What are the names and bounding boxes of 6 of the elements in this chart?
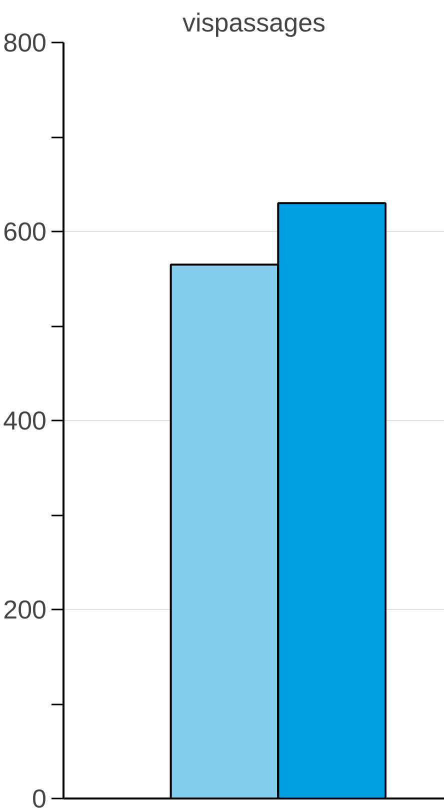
y-tick-label: 0: [32, 784, 47, 808]
y-tick-label: 800: [3, 28, 47, 58]
y-tick-label: 600: [3, 216, 47, 246]
y-tick-label: 400: [3, 406, 47, 436]
y-tick-label: 200: [3, 594, 47, 624]
chart-title: vispassages: [182, 8, 326, 38]
